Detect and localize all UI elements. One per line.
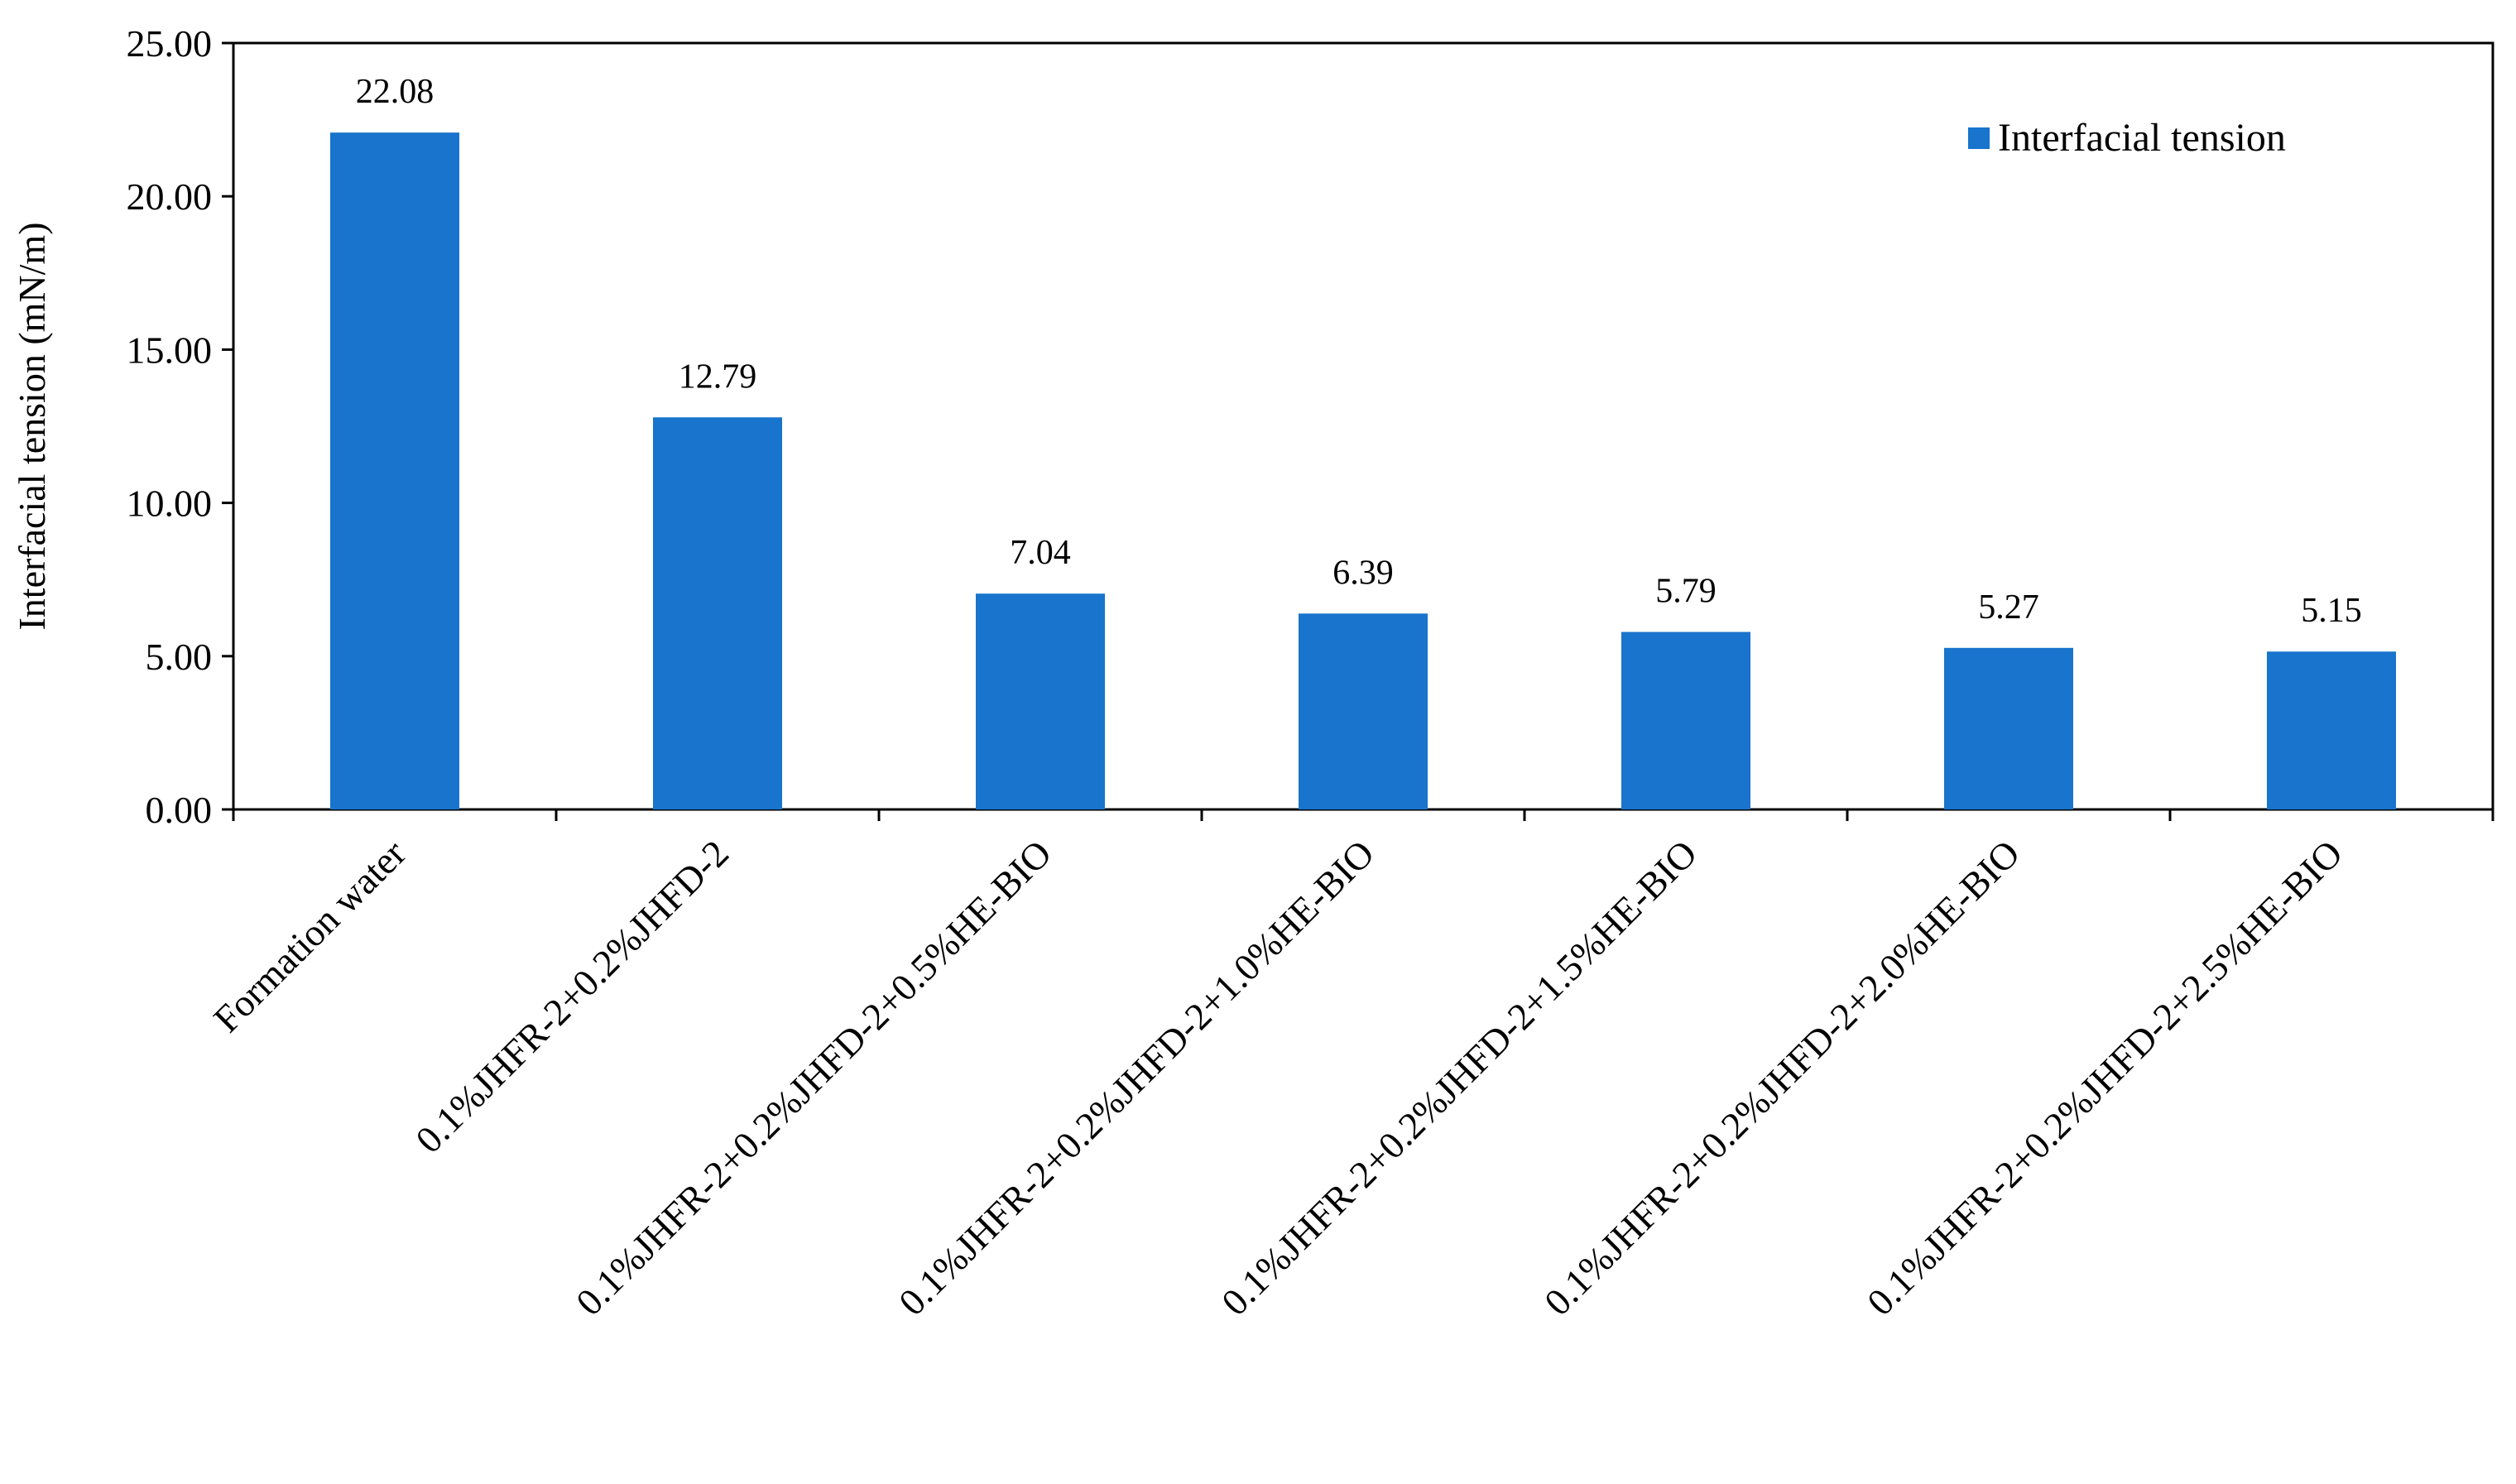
bar-data-label: 5.27 — [1978, 588, 2039, 627]
x-axis: Formation water0.1%JHFR-2+0.2%JHFD-20.1%… — [205, 809, 2494, 1323]
bar — [1299, 613, 1428, 809]
y-tick-label: 0.00 — [146, 789, 213, 831]
y-axis-title: Interfacial tension (mN/m) — [11, 222, 53, 630]
bar-data-label: 12.79 — [679, 358, 757, 396]
bar — [330, 132, 459, 809]
bar — [1944, 647, 2073, 809]
bar — [653, 417, 782, 809]
y-tick-label: 15.00 — [127, 329, 213, 371]
bar — [1621, 632, 1750, 809]
legend: Interfacial tension — [1968, 116, 2286, 160]
x-tick-label: Formation water — [205, 832, 414, 1040]
y-axis: 0.00 5.00 10.00 15.00 20.00 25.00 — [127, 22, 233, 831]
bar — [2267, 651, 2396, 809]
legend-swatch — [1968, 127, 1990, 149]
y-tick-label: 10.00 — [127, 483, 213, 525]
y-tick-label: 20.00 — [127, 175, 213, 218]
bar-data-label: 5.15 — [2301, 592, 2362, 630]
bars — [330, 132, 2396, 809]
bar — [976, 593, 1105, 809]
legend-label: Interfacial tension — [1998, 116, 2286, 160]
bar-data-label: 6.39 — [1332, 554, 1394, 592]
x-tick-label: 0.1%JHFR-2+0.2%JHFD-2 — [407, 832, 737, 1161]
y-tick-label: 25.00 — [127, 22, 213, 65]
bar-data-label: 5.79 — [1655, 573, 1717, 611]
bar-data-label: 7.04 — [1010, 534, 1071, 572]
data-labels: 22.08 12.79 7.04 6.39 5.79 5.27 5.15 — [356, 73, 2362, 630]
bar-data-label: 22.08 — [356, 73, 435, 111]
y-tick-label: 5.00 — [146, 636, 213, 678]
